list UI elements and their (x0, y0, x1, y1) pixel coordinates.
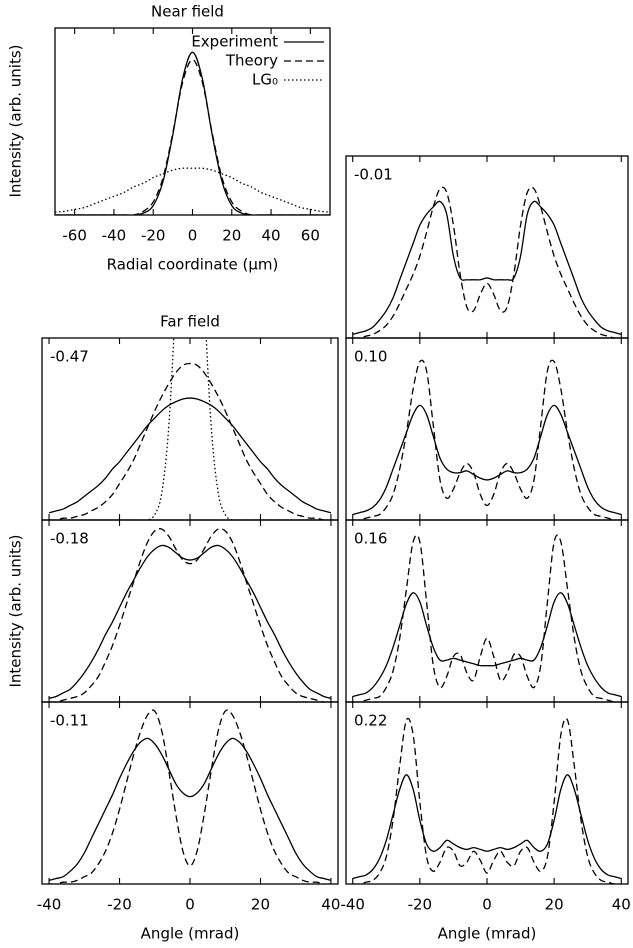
plot-area (48, 528, 332, 702)
x-tick-label: 0 (482, 896, 492, 914)
plot-area (352, 359, 622, 520)
curve (49, 338, 331, 520)
curve (55, 59, 330, 215)
y-axis-label: Intensity (arb. units) (7, 44, 25, 197)
x-tick-label: -20 (408, 896, 433, 914)
x-axis-label: Angle (mrad) (141, 925, 240, 943)
x-tick-label: 0 (188, 227, 198, 245)
x-tick-label: 40 (262, 227, 281, 245)
curve (352, 404, 622, 516)
y-axis-label: Intensity (arb. units) (7, 534, 25, 687)
x-tick-label: 20 (222, 227, 241, 245)
panel-label: -0.11 (50, 712, 89, 730)
chart-title: Near field (151, 3, 224, 21)
curve (49, 528, 331, 702)
x-axis-label: Radial coordinate (μm) (107, 256, 279, 274)
x-tick-label: -60 (62, 227, 87, 245)
x-tick-label: 40 (321, 896, 340, 914)
panel-label: 0.10 (354, 348, 387, 366)
plot-area (48, 338, 332, 520)
x-tick-label: 20 (251, 896, 270, 914)
x-tick-label: 20 (545, 896, 564, 914)
curve (352, 359, 622, 520)
panel-label: 0.16 (354, 530, 387, 548)
plot-area (352, 534, 622, 702)
curve (352, 592, 622, 698)
curve (352, 534, 622, 702)
plot-frame (345, 701, 629, 885)
chart-title: Far field (160, 313, 220, 331)
plot-frame (345, 337, 629, 521)
curve (352, 200, 622, 335)
curve (55, 167, 330, 213)
legend-label: Experiment (191, 33, 278, 51)
curve (49, 362, 331, 520)
plot-frame (345, 519, 629, 703)
curve (352, 717, 622, 884)
curve (55, 51, 330, 215)
x-tick-label: -40 (37, 896, 62, 914)
curve (48, 544, 332, 699)
x-tick-label: 40 (612, 896, 631, 914)
panel-label: -0.01 (354, 166, 393, 184)
curve (48, 397, 332, 514)
legend-label: LG₀ (252, 71, 278, 89)
x-tick-label: -40 (340, 896, 365, 914)
x-axis-label: Angle (mrad) (438, 925, 537, 943)
curve (352, 186, 622, 338)
x-tick-label: -40 (102, 227, 127, 245)
x-tick-label: -20 (107, 896, 132, 914)
panel-label: -0.47 (50, 348, 89, 366)
legend-label: Theory (225, 52, 278, 70)
plot-area (352, 717, 622, 884)
panel-label: 0.22 (354, 712, 387, 730)
curve (48, 737, 332, 881)
x-tick-label: 0 (185, 896, 195, 914)
x-tick-label: 60 (301, 227, 320, 245)
plot-frame (54, 27, 331, 216)
panel-label: -0.18 (50, 530, 89, 548)
curve (352, 774, 622, 880)
plot-area (48, 709, 332, 884)
x-tick-label: -20 (141, 227, 166, 245)
plot-area (352, 186, 622, 338)
plot-area (55, 51, 330, 215)
